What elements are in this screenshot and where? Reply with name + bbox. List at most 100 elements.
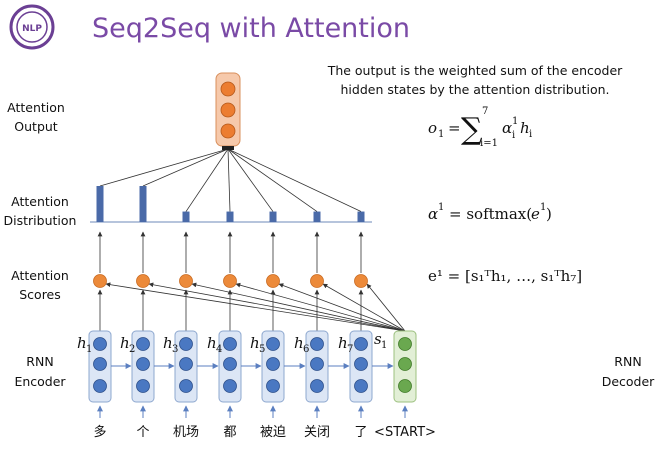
- source-word: 都: [223, 425, 236, 440]
- distribution-bar: [96, 186, 104, 222]
- source-word: 个: [136, 425, 149, 440]
- decoder-to-score-line: [322, 283, 406, 332]
- encoder-node: [266, 379, 280, 393]
- hidden-state-label: h: [120, 334, 130, 352]
- hidden-state-sub: 2: [129, 344, 135, 355]
- source-word: 了: [354, 425, 367, 440]
- label-line: Encoder: [14, 374, 66, 389]
- decoder-state-sub: 1: [381, 340, 387, 351]
- equation-output: o 1 = ∑ 7 i=1 α 1 i h i: [428, 106, 532, 149]
- encoder-node: [223, 337, 237, 351]
- connection-lines: [97, 148, 406, 332]
- hidden-state-label: h: [77, 334, 87, 352]
- decoder-to-score-line: [366, 283, 406, 332]
- hidden-state-sub: 7: [347, 344, 353, 355]
- output-node: [220, 81, 236, 97]
- hidden-state-sub: 4: [216, 344, 222, 355]
- hidden-state-label: h: [294, 334, 304, 352]
- output-node: [220, 123, 236, 139]
- hidden-state-label: h: [250, 334, 260, 352]
- encoder-node: [93, 337, 107, 351]
- distribution-to-output-line: [227, 148, 274, 212]
- eq-equals: =: [448, 119, 461, 137]
- decoder-state-label: s: [374, 330, 382, 348]
- note-line-2: hidden states by the attention distribut…: [341, 82, 610, 97]
- equation-alpha: α 1 = softmax( e 1 ): [428, 202, 552, 223]
- eq-alpha-lhs-sup: 1: [438, 202, 444, 213]
- eq-sum-top: 7: [482, 106, 488, 117]
- hidden-state-sub: 6: [303, 344, 309, 355]
- score-node: [136, 274, 150, 288]
- eq-e-sup: 1: [540, 202, 546, 213]
- distribution-to-output-line: [185, 148, 229, 212]
- encoder-node: [354, 379, 368, 393]
- encoder-node: [266, 337, 280, 351]
- eq-alpha-sub: i: [512, 130, 515, 141]
- decoder-to-score-line: [148, 282, 406, 332]
- label-line: Attention: [7, 100, 65, 115]
- hidden-state-label: h: [207, 334, 217, 352]
- logo-text: NLP: [22, 24, 42, 34]
- label-line: Attention: [11, 268, 69, 283]
- decoder-node: [398, 379, 412, 393]
- label-line: RNN: [614, 354, 641, 369]
- hidden-state-sub: 5: [259, 344, 265, 355]
- encoder-node: [136, 357, 150, 371]
- decoder-to-score-line: [278, 283, 406, 332]
- score-node: [310, 274, 324, 288]
- source-word: 机场: [173, 425, 199, 440]
- encoder-node: [223, 357, 237, 371]
- eq-h: h: [520, 119, 530, 137]
- label-attention-distribution: Attention Distribution: [4, 194, 77, 228]
- hidden-state-sub: 3: [172, 344, 178, 355]
- equation-scores: e¹ = [s₁ᵀh₁, …, s₁ᵀh₇]: [428, 267, 582, 285]
- label-rnn-decoder: RNN Decoder: [602, 354, 655, 389]
- eq-sum-bottom: i=1: [480, 138, 498, 149]
- score-node: [266, 274, 280, 288]
- distribution-bar: [139, 186, 147, 222]
- hidden-state-label: h: [338, 334, 348, 352]
- decoder-to-score-line: [105, 282, 406, 332]
- encoder-node: [179, 379, 193, 393]
- label-line: Scores: [19, 287, 61, 302]
- eq-alpha-sup: 1: [512, 116, 518, 127]
- distribution-bar: [269, 211, 277, 222]
- encoder-node: [136, 379, 150, 393]
- decoder-node: [398, 337, 412, 351]
- distribution-bar: [357, 211, 365, 222]
- attention-score-nodes: [93, 274, 368, 288]
- encoder-node: [266, 357, 280, 371]
- label-line: Output: [14, 119, 58, 134]
- decoder-to-score-line: [235, 282, 406, 332]
- eq-h-sub: i: [529, 129, 532, 140]
- eq-alpha: α: [502, 119, 512, 137]
- eq-close: ): [546, 205, 552, 223]
- sum-sign: ∑: [461, 112, 483, 147]
- eq-e: e: [531, 205, 540, 223]
- start-token: <START>: [374, 425, 436, 440]
- label-line: RNN: [26, 354, 53, 369]
- source-word: 多: [93, 424, 106, 440]
- attention-distribution-bars: [90, 186, 372, 223]
- source-words: 多 个 机场 都 被迫 关闭 了 <START>: [93, 424, 435, 440]
- distribution-to-output-line: [142, 148, 229, 187]
- decoder-node: [398, 357, 412, 371]
- distribution-to-output-line: [227, 148, 231, 212]
- encoder-node: [354, 357, 368, 371]
- eq-softmax: = softmax(: [449, 205, 532, 223]
- source-word: 关闭: [304, 425, 330, 440]
- score-node: [179, 274, 193, 288]
- encoder-node: [136, 337, 150, 351]
- encoder-node: [354, 337, 368, 351]
- encoder-node: [310, 337, 324, 351]
- distribution-bar: [313, 211, 321, 222]
- hidden-state-sub: 1: [86, 344, 92, 355]
- label-line: Attention: [11, 194, 69, 209]
- output-node: [220, 102, 236, 118]
- label-rnn-encoder: RNN Encoder: [14, 354, 66, 389]
- eq-o: o: [428, 119, 437, 137]
- label-line: Decoder: [602, 374, 655, 389]
- distribution-bar: [226, 211, 234, 222]
